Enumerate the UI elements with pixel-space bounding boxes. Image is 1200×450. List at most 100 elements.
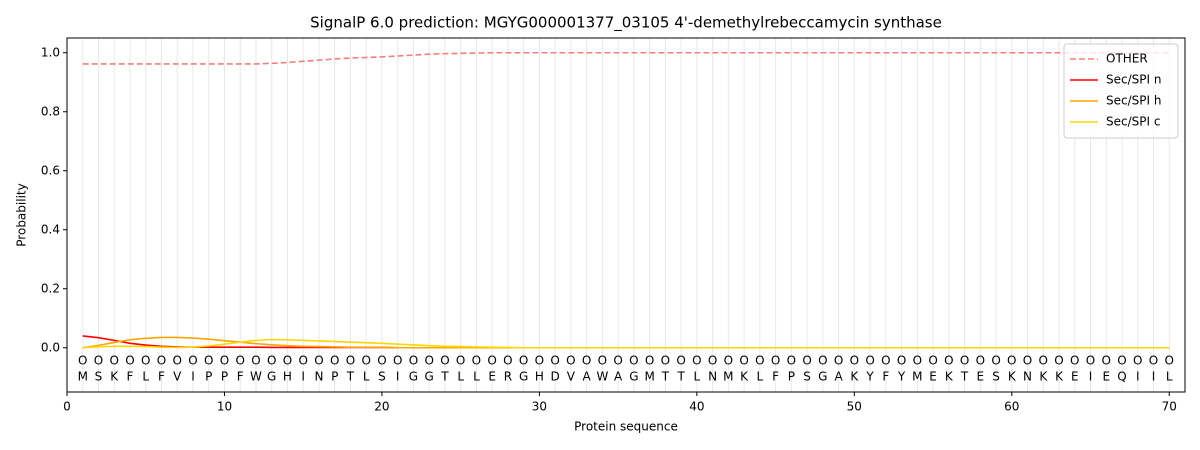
y-tick-label: 0.0 [41, 340, 60, 354]
residue-label: P [205, 370, 212, 384]
prediction-label: O [440, 354, 449, 368]
prediction-label: O [188, 354, 197, 368]
residue-label: K [1039, 370, 1048, 384]
residue-label: K [1008, 370, 1017, 384]
x-tick-label: 70 [1162, 400, 1177, 414]
residue-label: E [488, 370, 496, 384]
residue-label: F [158, 370, 165, 384]
residue-label: E [976, 370, 984, 384]
residue-label: F [882, 370, 889, 384]
x-axis-label: Protein sequence [574, 420, 678, 434]
residue-label: Q [1117, 370, 1126, 384]
prediction-label: O [314, 354, 323, 368]
prediction-label: O [976, 354, 985, 368]
legend-label: Sec/SPI h [1106, 94, 1161, 108]
prediction-label: O [1070, 354, 1079, 368]
prediction-label: O [125, 354, 134, 368]
prediction-label: O [424, 354, 433, 368]
prediction-label: O [865, 354, 874, 368]
residue-label: S [803, 370, 811, 384]
residue-label: P [788, 370, 795, 384]
prediction-label: O [613, 354, 622, 368]
residue-label: L [473, 370, 480, 384]
prediction-label: O [535, 354, 544, 368]
residue-label: L [757, 370, 764, 384]
residue-label: E [929, 370, 937, 384]
prediction-label: O [267, 354, 276, 368]
residue-label: G [409, 370, 418, 384]
prediction-label: O [960, 354, 969, 368]
x-tick-label: 40 [689, 400, 704, 414]
plot-frame [66, 37, 1186, 393]
prediction-label: O [550, 354, 559, 368]
prediction-label: O [582, 354, 591, 368]
residue-label: N [314, 370, 323, 384]
residue-label: A [583, 370, 592, 384]
prediction-label: O [1102, 354, 1111, 368]
prediction-label: O [157, 354, 166, 368]
y-tick-label: 0.4 [41, 222, 60, 236]
legend-label: Sec/SPI n [1106, 73, 1161, 87]
residue-label: G [629, 370, 638, 384]
residue-label: A [834, 370, 843, 384]
prediction-label: O [235, 354, 244, 368]
x-tick-label: 50 [847, 400, 862, 414]
legend: OTHER Sec/SPI n Sec/SPI h Sec/SPI c [1063, 43, 1179, 139]
prediction-label: O [393, 354, 402, 368]
residue-label: V [567, 370, 576, 384]
residue-label: Y [865, 370, 874, 384]
residue-label: L [694, 370, 701, 384]
x-tick-label: 0 [63, 400, 71, 414]
residue-label: N [1023, 370, 1032, 384]
prediction-label: O [1117, 354, 1126, 368]
residue-label: I [191, 370, 195, 384]
prediction-label: O [913, 354, 922, 368]
prediction-label: O [676, 354, 685, 368]
prediction-label: O [629, 354, 638, 368]
residue-label: L [1166, 370, 1173, 384]
y-tick-label: 0.2 [41, 281, 60, 295]
chart-title: SignalP 6.0 prediction: MGYG000001377_03… [310, 14, 942, 33]
residue-label: F [127, 370, 134, 384]
prediction-label: O [724, 354, 733, 368]
prediction-label: O [94, 354, 103, 368]
residue-label: P [221, 370, 228, 384]
prediction-label: O [519, 354, 528, 368]
prediction-label: O [1054, 354, 1063, 368]
prediction-label: O [361, 354, 370, 368]
residue-label: S [95, 370, 103, 384]
residue-label: L [142, 370, 149, 384]
prediction-label: O [377, 354, 386, 368]
prediction-label: O [1023, 354, 1032, 368]
prediction-label: O [409, 354, 418, 368]
prediction-label: O [692, 354, 701, 368]
prediction-label: O [330, 354, 339, 368]
prediction-label: O [708, 354, 717, 368]
residue-label: M [644, 370, 654, 384]
residue-label: I [1136, 370, 1140, 384]
series-line [82, 336, 1170, 349]
residue-label: V [173, 370, 182, 384]
residue-label: Y [897, 370, 906, 384]
residue-label: I [1089, 370, 1093, 384]
residue-label: G [267, 370, 276, 384]
prediction-label: O [566, 354, 575, 368]
residue-label: E [1102, 370, 1110, 384]
residue-label: I [1152, 370, 1156, 384]
prediction-label: O [1165, 354, 1174, 368]
residue-label: M [912, 370, 922, 384]
residue-label: N [708, 370, 717, 384]
residue-label: L [457, 370, 464, 384]
residue-label: P [331, 370, 338, 384]
prediction-label: O [487, 354, 496, 368]
legend-box [1063, 43, 1179, 139]
prediction-label: O [755, 354, 764, 368]
x-tick-label: 10 [217, 400, 232, 414]
prediction-label: O [1133, 354, 1142, 368]
residue-label: K [945, 370, 954, 384]
x-tick-label: 30 [532, 400, 547, 414]
residue-label: K [740, 370, 749, 384]
prediction-label: O [110, 354, 119, 368]
residue-label: M [78, 370, 88, 384]
residue-label: D [551, 370, 560, 384]
